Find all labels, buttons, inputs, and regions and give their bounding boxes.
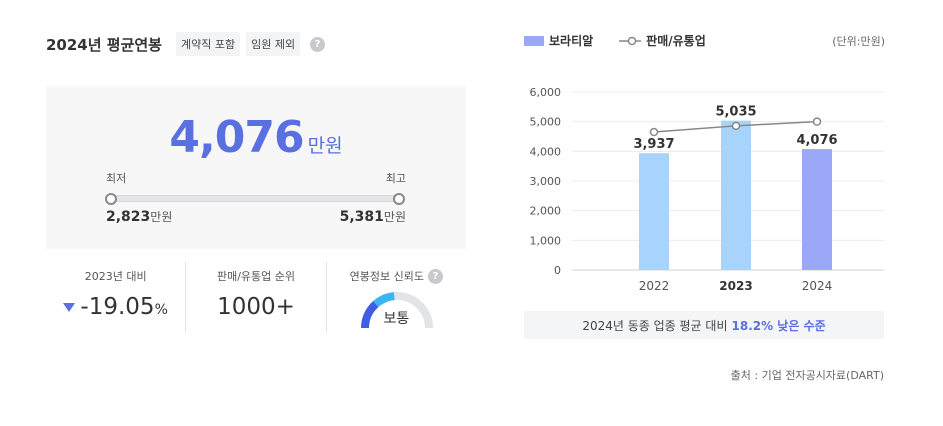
source-note: 출처 : 기업 전자공시자료(DART) [730, 369, 884, 382]
y-tick-label: 5,000 [530, 116, 562, 129]
min-salary-unit: 만원 [150, 210, 173, 224]
reliability-label: 연봉정보 신뢰도 [349, 270, 424, 283]
yoy-value-wrap: -19.05% [46, 294, 185, 320]
industry-avg-point [812, 117, 822, 126]
y-tick-label: 3,000 [530, 175, 562, 188]
y-tick-label: 4,000 [530, 145, 562, 158]
stats-row: 2023년 대비 -19.05% 판매/유통업 순위 1000+ 연봉정보 신뢰… [46, 262, 466, 332]
min-handle [105, 193, 117, 205]
industry-avg-point [731, 121, 741, 131]
average-salary-panel: 4,076 만원 최저 최고 2,823만원 5,381만원 [46, 86, 466, 249]
bar-value-label: 4,076 [796, 133, 837, 148]
tag-executive-excluded: 임원 제외 [246, 32, 301, 56]
average-salary-unit: 만원 [307, 135, 343, 157]
tag-contract-included: 계약직 포함 [175, 32, 241, 56]
bar-value-label: 5,035 [715, 105, 756, 120]
y-tick-label: 2,000 [530, 205, 562, 218]
chart-note: 2024년 동종 업종 평균 대비 18.2% 낮은 수준 [524, 311, 884, 339]
max-salary: 5,381만원 [340, 208, 406, 225]
bar-2023 [721, 120, 751, 271]
bar-2024 [802, 149, 832, 270]
max-salary-unit: 만원 [383, 210, 406, 224]
help-icon[interactable]: ? [427, 268, 443, 284]
average-salary-value: 4,076 [169, 112, 304, 163]
y-tick-label: 6,000 [530, 86, 562, 99]
page-title: 2024년 평균연봉 [46, 35, 162, 54]
min-salary-value: 2,823 [106, 209, 151, 225]
x-tick-label: 2024 [802, 279, 833, 293]
bar-2022 [639, 153, 669, 270]
yoy-unit: % [154, 302, 168, 318]
salary-bar-chart: 6,000 5,000 4,000 3,000 2,000 1,000 0 3,937 2022… [530, 86, 884, 293]
rank-value: 1000+ [217, 294, 295, 320]
max-handle [393, 193, 405, 205]
rank-label: 판매/유통업 순위 [216, 270, 296, 283]
gauge-fill-mid [372, 292, 395, 308]
legend-line-swatch [619, 36, 642, 45]
y-tick-label: 1,000 [530, 234, 562, 247]
x-tick-label: 2023 [719, 279, 752, 293]
chart-legend: 보라티알 판매/유통업 [524, 32, 706, 49]
gauge-fill-low [360, 301, 379, 329]
legend-bar-label: 보라티알 [549, 34, 594, 48]
stat-rank: 판매/유통업 순위 1000+ [185, 262, 325, 332]
chart-note-text: 2024년 동종 업종 평균 대비 [582, 318, 728, 333]
help-icon[interactable]: ? [310, 36, 326, 52]
unit-note: (단위:만원) [832, 35, 885, 48]
salary-range-track [110, 195, 400, 202]
max-salary-value: 5,381 [339, 209, 384, 225]
legend-line-label: 판매/유통업 [646, 34, 706, 48]
yoy-label: 2023년 대비 [84, 270, 147, 283]
stat-yoy: 2023년 대비 -19.05% [46, 262, 185, 332]
min-label: 최저 [106, 172, 127, 185]
y-tick-label: 0 [554, 264, 561, 277]
reliability-label-wrap: 연봉정보 신뢰도 ? [327, 268, 466, 284]
chart-note-highlight: 18.2% 낮은 수준 [731, 318, 826, 333]
down-arrow-icon [63, 303, 76, 312]
yoy-value: -19.05 [80, 294, 155, 320]
salary-header: 2024년 평균연봉 계약직 포함 임원 제외 ? [46, 32, 326, 56]
industry-avg-point [649, 127, 659, 137]
x-tick-label: 2022 [639, 279, 670, 293]
stat-reliability: 연봉정보 신뢰도 ? 보통 [325, 262, 466, 332]
max-label: 최고 [385, 172, 406, 185]
reliability-value: 보통 [383, 311, 410, 327]
min-salary: 2,823만원 [106, 208, 172, 225]
average-salary: 4,076 만원 [46, 112, 466, 163]
legend-bar-swatch [524, 35, 544, 46]
reliability-gauge [360, 292, 433, 329]
bar-value-label: 3,937 [633, 137, 674, 152]
